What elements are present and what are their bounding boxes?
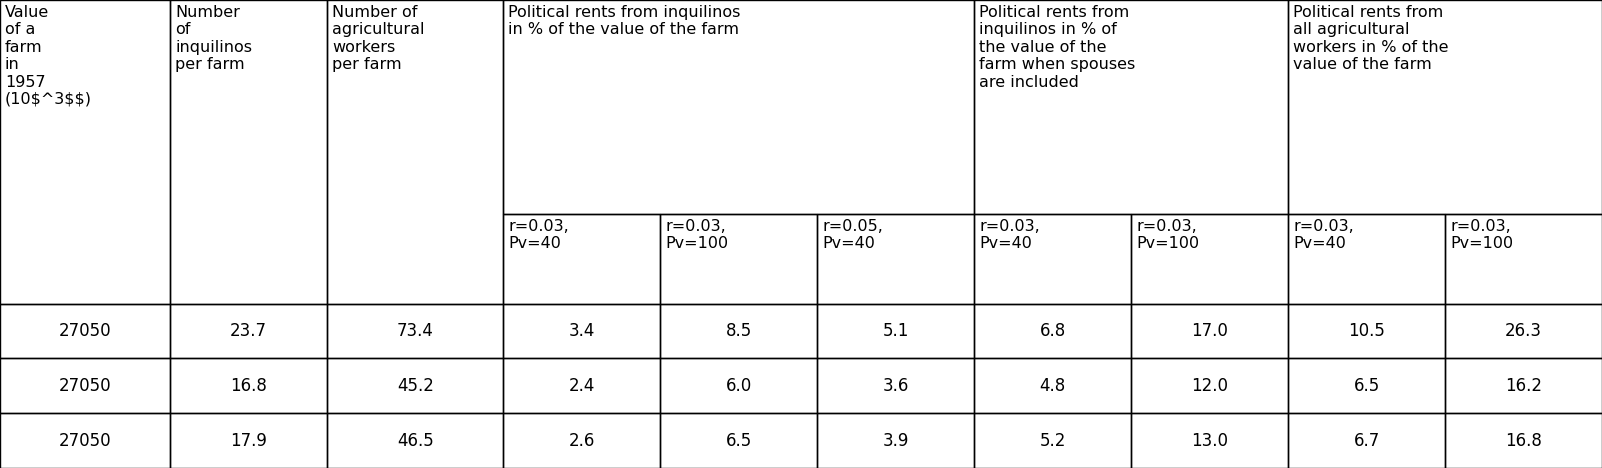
Text: 27050: 27050 <box>59 431 111 450</box>
Bar <box>170 0 327 304</box>
Text: r=0.03,
Pv=100: r=0.03, Pv=100 <box>665 219 729 251</box>
Text: r=0.05,
Pv=40: r=0.05, Pv=40 <box>822 219 883 251</box>
Text: 17.0: 17.0 <box>1192 322 1229 340</box>
Text: 16.2: 16.2 <box>1504 377 1543 395</box>
Text: 5.1: 5.1 <box>883 322 908 340</box>
Bar <box>1288 0 1602 214</box>
Text: 3.4: 3.4 <box>569 322 594 340</box>
Bar <box>170 304 327 358</box>
Bar <box>503 413 660 468</box>
Text: 8.5: 8.5 <box>726 322 751 340</box>
Bar <box>1288 358 1445 413</box>
Bar <box>660 358 817 413</box>
Text: 10.5: 10.5 <box>1349 322 1386 340</box>
Bar <box>1131 413 1288 468</box>
Text: 4.8: 4.8 <box>1040 377 1065 395</box>
Bar <box>503 0 974 214</box>
Text: 3.6: 3.6 <box>883 377 908 395</box>
Bar <box>327 304 503 358</box>
Text: r=0.03,
Pv=100: r=0.03, Pv=100 <box>1136 219 1200 251</box>
Text: 16.8: 16.8 <box>1506 431 1543 450</box>
Text: 2.6: 2.6 <box>569 431 594 450</box>
Bar <box>0 413 170 468</box>
Text: 6.7: 6.7 <box>1354 431 1379 450</box>
Bar <box>0 0 170 304</box>
Bar <box>974 413 1131 468</box>
Bar <box>170 358 327 413</box>
Text: Value
of a
farm
in
1957
(10$^3$$): Value of a farm in 1957 (10$^3$$) <box>5 5 91 107</box>
Text: r=0.03,
Pv=100: r=0.03, Pv=100 <box>1450 219 1514 251</box>
Bar <box>660 304 817 358</box>
Text: 16.8: 16.8 <box>231 377 268 395</box>
Bar <box>503 304 660 358</box>
Bar <box>974 358 1131 413</box>
Bar <box>503 358 660 413</box>
Bar <box>1288 214 1445 304</box>
Text: r=0.03,
Pv=40: r=0.03, Pv=40 <box>979 219 1040 251</box>
Text: r=0.03,
Pv=40: r=0.03, Pv=40 <box>508 219 569 251</box>
Text: 6.5: 6.5 <box>1354 377 1379 395</box>
Bar <box>327 413 503 468</box>
Text: Political rents from
inquilinos in % of
the value of the
farm when spouses
are i: Political rents from inquilinos in % of … <box>979 5 1136 89</box>
Bar <box>327 358 503 413</box>
Bar <box>1445 358 1602 413</box>
Bar <box>817 358 974 413</box>
Text: Number
of
inquilinos
per farm: Number of inquilinos per farm <box>175 5 252 72</box>
Text: 17.9: 17.9 <box>231 431 268 450</box>
Text: Political rents from
all agricultural
workers in % of the
value of the farm: Political rents from all agricultural wo… <box>1293 5 1448 72</box>
Bar <box>660 214 817 304</box>
Text: 27050: 27050 <box>59 377 111 395</box>
Text: 5.2: 5.2 <box>1040 431 1065 450</box>
Bar <box>0 358 170 413</box>
Text: 26.3: 26.3 <box>1504 322 1543 340</box>
Bar <box>1445 214 1602 304</box>
Text: 23.7: 23.7 <box>231 322 268 340</box>
Bar <box>974 0 1288 214</box>
Bar <box>0 304 170 358</box>
Bar <box>1131 214 1288 304</box>
Bar <box>817 304 974 358</box>
Bar <box>974 214 1131 304</box>
Text: 6.8: 6.8 <box>1040 322 1065 340</box>
Bar <box>170 413 327 468</box>
Text: 3.9: 3.9 <box>883 431 908 450</box>
Text: 12.0: 12.0 <box>1192 377 1229 395</box>
Text: 2.4: 2.4 <box>569 377 594 395</box>
Bar <box>1131 358 1288 413</box>
Bar <box>1445 413 1602 468</box>
Text: 6.5: 6.5 <box>726 431 751 450</box>
Bar <box>1445 304 1602 358</box>
Text: 73.4: 73.4 <box>397 322 434 340</box>
Bar <box>1131 304 1288 358</box>
Bar <box>1288 304 1445 358</box>
Bar <box>660 413 817 468</box>
Text: 27050: 27050 <box>59 322 111 340</box>
Text: Political rents from inquilinos
in % of the value of the farm: Political rents from inquilinos in % of … <box>508 5 740 37</box>
Bar <box>503 214 660 304</box>
Text: 45.2: 45.2 <box>397 377 434 395</box>
Bar <box>1288 413 1445 468</box>
Bar <box>817 413 974 468</box>
Bar <box>974 304 1131 358</box>
Text: Number of
agricultural
workers
per farm: Number of agricultural workers per farm <box>332 5 425 72</box>
Bar <box>327 0 503 304</box>
Text: r=0.03,
Pv=40: r=0.03, Pv=40 <box>1293 219 1354 251</box>
Bar <box>817 214 974 304</box>
Text: 6.0: 6.0 <box>726 377 751 395</box>
Text: 13.0: 13.0 <box>1192 431 1229 450</box>
Text: 46.5: 46.5 <box>397 431 434 450</box>
